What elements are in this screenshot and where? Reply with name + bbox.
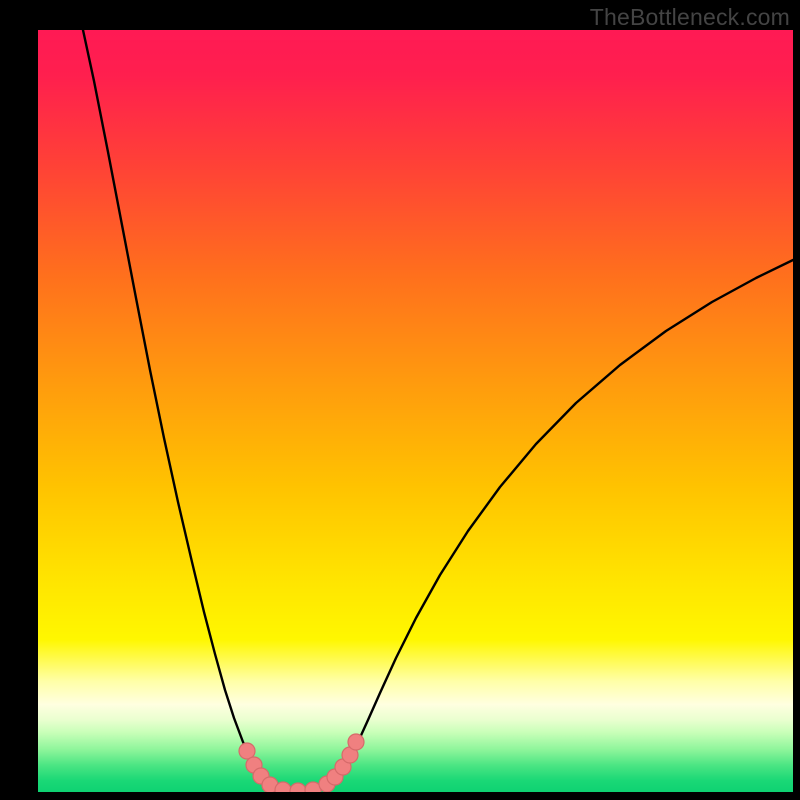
chart-canvas: TheBottleneck.com bbox=[0, 0, 800, 800]
watermark-text: TheBottleneck.com bbox=[590, 4, 790, 31]
gradient-background bbox=[38, 30, 793, 792]
bottleneck-chart bbox=[0, 0, 800, 800]
marker-dot bbox=[348, 734, 364, 750]
